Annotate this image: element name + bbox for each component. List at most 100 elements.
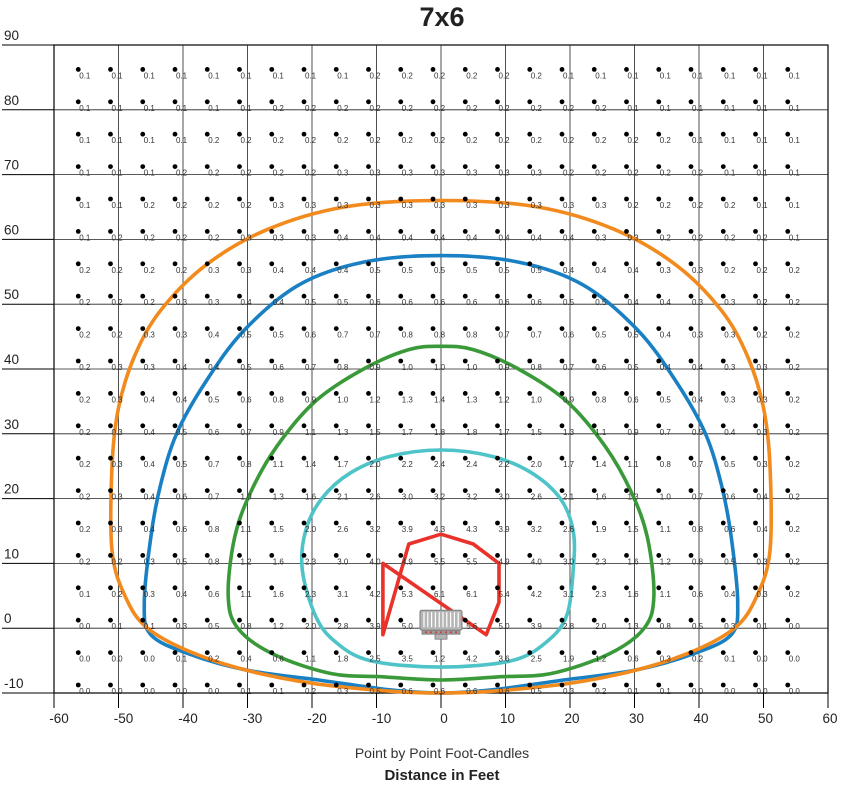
measurement-point xyxy=(237,164,242,170)
measurement-point xyxy=(527,455,533,461)
point-value: 0.3 xyxy=(724,363,736,372)
point-value: 0.4 xyxy=(724,590,736,599)
measurement-point xyxy=(269,67,275,72)
measurement-point xyxy=(462,423,468,429)
point-value: 0.5 xyxy=(724,460,736,469)
measurement-point xyxy=(269,164,275,170)
measurement-point xyxy=(269,261,275,267)
fixture-led xyxy=(455,631,457,634)
measurement-point xyxy=(204,455,210,461)
point-value: 0.0 xyxy=(757,655,769,664)
point-value: 0.1 xyxy=(79,169,91,178)
measurement-point xyxy=(204,229,210,234)
measurement-point xyxy=(720,682,726,688)
point-value: 0.9 xyxy=(305,395,317,404)
measurement-point xyxy=(333,553,339,558)
point-value: 0.1 xyxy=(79,233,91,242)
measurement-point xyxy=(301,520,307,526)
point-value: 0.2 xyxy=(789,298,801,307)
point-value: 0.1 xyxy=(79,71,91,80)
contour-green xyxy=(226,344,656,682)
measurement-point xyxy=(656,99,662,105)
point-value: 0.2 xyxy=(112,298,124,307)
measurement-point xyxy=(559,261,565,267)
point-value: 2.4 xyxy=(434,460,446,469)
measurement-point xyxy=(559,326,565,331)
point-value: 1.5 xyxy=(531,428,543,437)
point-value: 0.1 xyxy=(757,136,769,145)
measurement-point xyxy=(591,520,597,526)
measurement-point xyxy=(430,326,436,331)
point-value: 0.2 xyxy=(757,266,769,275)
measurement-point xyxy=(398,650,404,655)
measurement-point xyxy=(559,131,565,137)
measurement-point xyxy=(591,585,597,591)
measurement-point xyxy=(753,326,758,331)
measurement-point xyxy=(75,423,81,429)
point-value: 0.1 xyxy=(208,104,220,113)
measurement-point xyxy=(366,488,371,493)
measurement-point xyxy=(624,488,629,493)
point-value: 1.0 xyxy=(434,363,446,372)
measurement-point xyxy=(430,682,436,688)
point-value: 0.4 xyxy=(563,266,575,275)
point-value: 0.2 xyxy=(531,71,543,80)
point-value: 0.8 xyxy=(692,525,704,534)
point-value: 0.5 xyxy=(724,557,736,566)
y-tick-label: 20 xyxy=(4,482,19,497)
point-value: 0.3 xyxy=(144,590,156,599)
measurement-point xyxy=(237,67,242,72)
measurement-point xyxy=(172,617,178,623)
point-value: 2.3 xyxy=(305,590,317,599)
x-tick-label: 60 xyxy=(822,711,837,726)
measurement-point xyxy=(75,650,81,655)
point-value: 0.2 xyxy=(208,136,220,145)
point-value: 0.3 xyxy=(757,395,769,404)
measurement-point xyxy=(75,326,81,331)
measurement-point xyxy=(398,229,404,234)
point-value: 2.3 xyxy=(595,557,607,566)
point-value: 0.3 xyxy=(434,201,446,210)
measurement-point xyxy=(333,67,339,72)
point-value: 0.7 xyxy=(241,428,253,437)
measurement-point xyxy=(204,585,210,591)
point-value: 0.4 xyxy=(208,331,220,340)
measurement-point xyxy=(237,391,242,396)
measurement-point xyxy=(656,391,662,396)
measurement-point xyxy=(656,455,662,461)
measurement-point xyxy=(172,326,178,331)
point-value: 0.4 xyxy=(531,233,543,242)
point-value: 3.2 xyxy=(434,493,446,502)
point-value: 0.2 xyxy=(79,331,91,340)
measurement-point xyxy=(624,423,629,429)
measurement-point xyxy=(527,488,533,493)
measurement-point xyxy=(624,196,629,202)
measurement-point xyxy=(172,455,178,461)
point-value: 4.0 xyxy=(531,557,543,566)
point-value: 1.5 xyxy=(273,525,285,534)
point-value: 0.1 xyxy=(692,136,704,145)
point-value: 3.2 xyxy=(531,525,543,534)
point-value: 0.3 xyxy=(757,590,769,599)
point-value: 0.6 xyxy=(208,428,220,437)
x-tick-label: 40 xyxy=(693,711,708,726)
measurement-point xyxy=(720,326,726,331)
point-value: 3.1 xyxy=(337,590,349,599)
point-value: 0.3 xyxy=(144,557,156,566)
measurement-point xyxy=(398,131,404,137)
measurement-point xyxy=(172,196,178,202)
measurement-point xyxy=(301,99,307,105)
measurement-point xyxy=(624,99,629,105)
point-value: 0.1 xyxy=(789,201,801,210)
measurement-point xyxy=(785,455,791,461)
measurement-point xyxy=(656,520,662,526)
measurement-point xyxy=(398,520,404,526)
point-value: 0.2 xyxy=(757,298,769,307)
measurement-point xyxy=(785,358,791,364)
measurement-point xyxy=(140,617,146,623)
point-value: 0.1 xyxy=(337,71,349,80)
point-value: 0.5 xyxy=(305,298,317,307)
point-value: 0.3 xyxy=(241,233,253,242)
measurement-point xyxy=(366,196,371,202)
measurement-point xyxy=(462,391,468,396)
